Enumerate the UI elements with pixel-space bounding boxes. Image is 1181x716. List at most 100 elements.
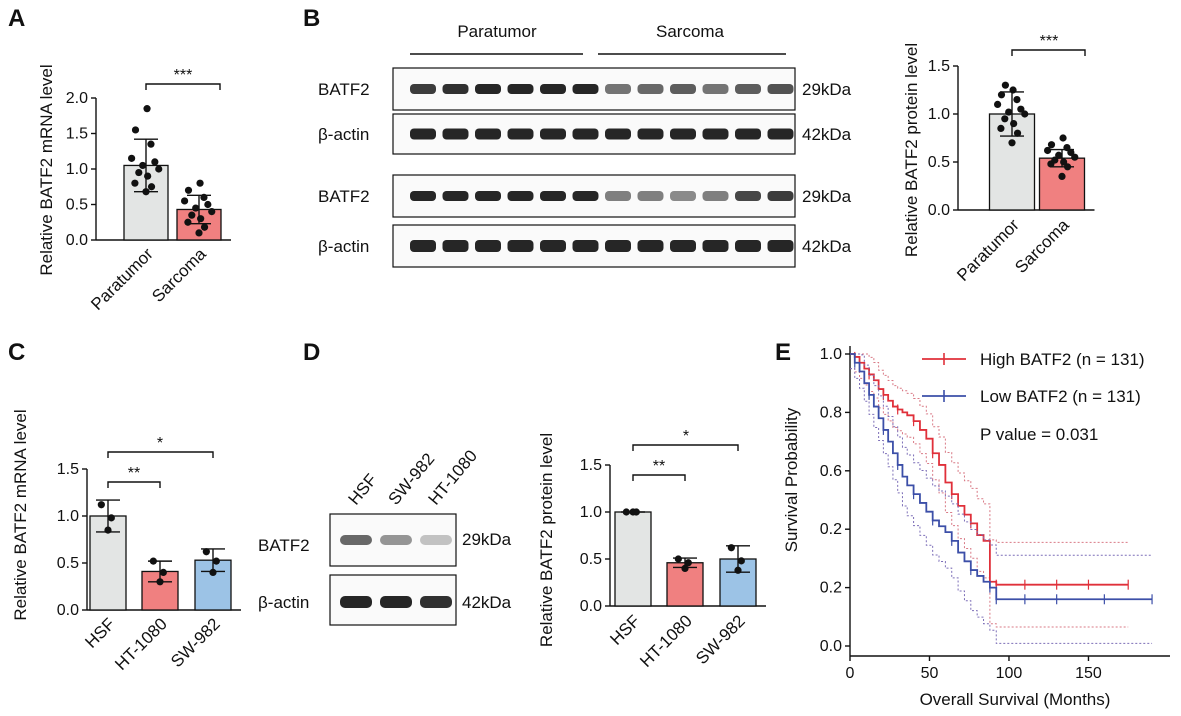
b-datapoint [1001,115,1009,123]
d-blot: HSF SW-982 HT-1080 BATF2 β-actin 29kDa 4… [258,446,512,626]
b-band [540,240,566,252]
b-band [410,84,436,94]
b-group-label-sarcoma: Sarcoma [656,22,725,41]
a-datapoint [196,179,204,187]
d-sig-1: ** [653,458,665,475]
c-sig-bracket-2: * [107,435,214,458]
c-datapoint [212,557,220,565]
d-band [340,535,372,545]
e-ytick-label: 0.8 [820,404,842,421]
e-legend-label-low: Low BATF2 (n = 131) [980,387,1141,406]
b-datapoint [1021,110,1029,118]
a-datapoint [144,172,152,180]
b-datapoint [1008,139,1016,147]
b-datapoint [1010,120,1018,128]
b-band [540,128,566,140]
a-datapoint [181,197,189,205]
a-ytick-label: 1.5 [66,126,88,143]
b-datapoint [1005,108,1013,116]
b-datapoint [1067,148,1075,156]
c-sig-bracket-1: ** [107,465,161,488]
b-size-label-2: 42kDa [802,125,852,144]
d-sig-2: * [683,428,689,445]
b-band [410,240,436,252]
b-band [702,240,729,252]
e-xlabel: Overall Survival (Months) [920,690,1111,709]
a-datapoint [208,208,216,216]
b-band [767,240,794,252]
d-band [380,535,412,545]
d-ytick-label: 1.5 [580,457,602,474]
c-datapoint [97,501,105,509]
b-band [507,128,534,140]
b-datapoint [1055,151,1063,159]
b-datapoint [1013,96,1021,104]
b-datapoint [1044,146,1052,155]
a-ytick-label: 2.0 [66,90,88,107]
b-band [410,128,436,140]
b-band [572,240,599,252]
b-band [702,84,729,94]
e-pvalue: P value = 0.031 [980,425,1098,444]
a-datapoint [197,215,205,223]
b-band [670,128,696,140]
b-band [442,240,469,252]
b-blot: Paratumor Sarcoma BATF2 β-actin BATF2 β-… [318,22,852,268]
e-ci-lower-high [850,368,1129,628]
a-ytick-label: 0.5 [66,197,88,214]
a-datapoint [143,105,151,113]
b-row-label-3: BATF2 [318,187,370,206]
b-row-label-4: β-actin [318,237,369,256]
c-ylabel: Relative BATF2 mRNA level [11,409,30,620]
a-datapoint [192,204,200,212]
a-datapoint [131,179,139,187]
c-category-label: HT-1080 [111,614,171,674]
e-ytick-label: 1.0 [820,346,842,363]
b-datapoint [1017,105,1025,113]
b-band [572,191,599,201]
d-bands [340,535,452,608]
b-band [670,240,696,252]
b-band [507,240,534,252]
b-band [605,128,631,140]
b-band [475,128,501,140]
b-row-label-1: BATF2 [318,80,370,99]
d-size-label-1: 29kDa [462,530,512,549]
d-band [420,535,452,545]
b-band [572,84,599,94]
a-datapoint [142,188,150,196]
b-band [540,191,566,201]
b-band [767,128,794,140]
b-category-label: Sarcoma [1011,215,1073,277]
b-band [540,84,566,94]
c-datapoint [107,514,115,522]
b-datapoint [1059,134,1067,142]
d-band [340,596,372,608]
c-category-label: HSF [81,614,118,651]
b-band [735,128,761,140]
d-category-label: HSF [606,611,643,648]
e-ylabel: Survival Probability [782,407,801,552]
b-band [442,191,469,201]
b-datapoint [1009,86,1017,94]
b-category-label: Paratumor [953,215,1023,285]
d-ylabel: Relative BATF2 protein level [537,433,556,647]
e-ci-lower-low [850,368,1153,644]
a-datapoint [195,229,203,237]
b-ytick-label: 0.5 [928,154,950,171]
b-band [442,84,469,94]
a-datapoint [200,223,209,231]
panel-label-a: A [8,5,25,32]
c-category-label: SW-982 [167,614,224,671]
b-band [767,84,794,94]
e-ytick-label: 0.0 [820,638,842,655]
b-band [735,191,761,201]
d-category-label: SW-982 [692,611,749,668]
d-sig-bracket-2: * [632,428,739,451]
e-survival-line-low [850,353,1153,601]
c-ytick-label: 1.5 [57,461,79,478]
b-datapoint [997,124,1005,132]
e-xtick-label: 50 [921,665,939,682]
